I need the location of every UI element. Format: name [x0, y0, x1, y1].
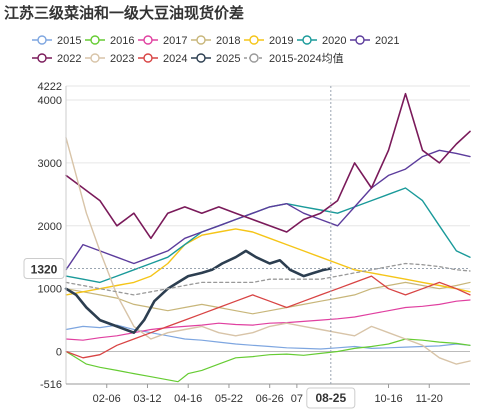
x-tick-label: 04-16 [174, 393, 202, 405]
legend-label: 2015-2024均值 [269, 52, 344, 65]
series-line-2021 [65, 149, 471, 271]
y-tick-label: 0 [56, 347, 62, 359]
x-tick-label: 11-20 [416, 393, 443, 405]
legend-item[interactable]: 2022 [32, 53, 81, 65]
legend-item[interactable]: 2024 [138, 53, 187, 65]
series-line-2015 [65, 324, 471, 350]
legend-swatch-marker [196, 53, 206, 63]
legend-label: 2016 [110, 35, 134, 47]
legend-swatch-marker [249, 35, 259, 45]
legend-label: 2023 [110, 53, 134, 65]
axis-layer: 4222 4000 3000 2000 1000 0 -516 02-06 03-12 04-16… [38, 81, 470, 405]
y-tick-label: -516 [40, 379, 62, 391]
legend-item[interactable]: 2018 [191, 35, 240, 47]
series-line-2016 [65, 338, 471, 383]
chart-title: 江苏三级菜油和一级大豆油现货价差 [4, 5, 245, 22]
legend-label: 2022 [57, 53, 81, 65]
highlight-x-box [306, 387, 356, 409]
y-tick-label: 3000 [38, 158, 62, 170]
legend-swatch-marker [302, 35, 312, 45]
legend-label: 2018 [216, 35, 240, 47]
legend-item[interactable]: 2021 [350, 35, 399, 47]
legend-swatch-marker [37, 53, 47, 63]
series-line-2017 [65, 299, 471, 341]
legend-item[interactable]: 2015-2024均值 [244, 52, 344, 65]
legend-swatch-marker [196, 35, 206, 45]
y-tick-label: 1000 [38, 284, 62, 296]
legend-item[interactable]: 2020 [297, 35, 346, 47]
highlight-y-label: 1320 [31, 263, 58, 277]
legend-swatch-marker [90, 35, 100, 45]
x-tick-label: 10-16 [374, 393, 402, 405]
x-tick-label: 02-06 [93, 393, 121, 405]
legend-item[interactable]: 2025 [191, 53, 240, 65]
legend-swatch-marker [143, 35, 153, 45]
legend-label: 2021 [375, 35, 399, 47]
legend-swatch-marker [249, 53, 259, 63]
legend-swatch-marker [143, 53, 153, 63]
legend: 2015 2016 2017 2018 2019 2020 2021 2022 2023 2024… [32, 35, 399, 65]
x-tick-label: 05-22 [215, 393, 243, 405]
y-tick-label: 4000 [38, 95, 62, 107]
legend-swatch-marker [37, 35, 47, 45]
y-tick-label: 2000 [38, 221, 62, 233]
legend-label: 2015 [57, 35, 81, 47]
series-layer [64, 92, 471, 383]
series-line-2025 [64, 249, 333, 334]
legend-swatch-marker [90, 53, 100, 63]
y-tick-label: 4222 [38, 81, 62, 93]
series-line-2022 [65, 92, 471, 240]
highlight-y-box [23, 258, 65, 280]
series-line-2015-2024均值 [65, 262, 471, 296]
series-line-2024 [65, 275, 471, 359]
legend-item[interactable]: 2017 [138, 35, 187, 47]
highlight-layer: 08-25 1320 [23, 86, 470, 409]
x-tick-label: 06-26 [256, 393, 284, 405]
legend-item[interactable]: 2016 [85, 35, 134, 47]
legend-label: 2024 [163, 53, 187, 65]
series-line-2023 [65, 137, 471, 365]
legend-label: 2019 [269, 35, 293, 47]
x-tick-label: 03-12 [133, 393, 161, 405]
series-line-2019 [65, 228, 471, 296]
legend-label: 2025 [216, 53, 240, 65]
legend-swatch-marker [355, 35, 365, 45]
legend-item[interactable]: 2023 [85, 53, 134, 65]
legend-label: 2020 [322, 35, 346, 47]
legend-item[interactable]: 2015 [32, 35, 81, 47]
series-line-2018 [65, 281, 471, 315]
legend-item[interactable]: 2019 [244, 35, 293, 47]
x-tick-label: 07 [291, 393, 303, 405]
highlight-x-label: 08-25 [315, 391, 346, 405]
legend-label: 2017 [163, 35, 187, 47]
